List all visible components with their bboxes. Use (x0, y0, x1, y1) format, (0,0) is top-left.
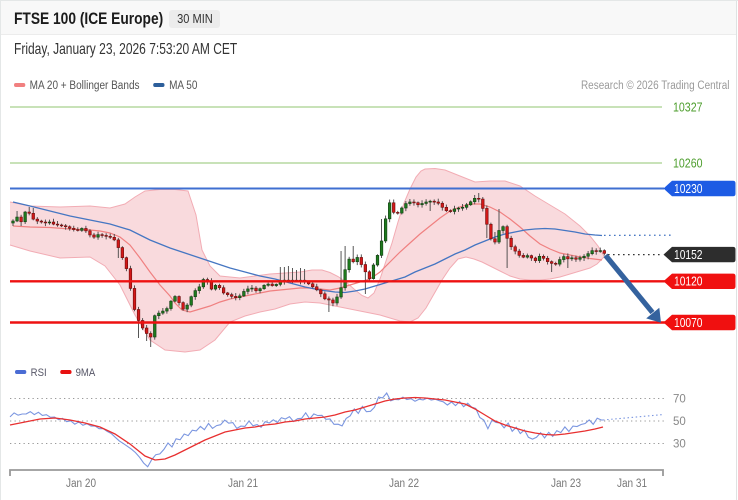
svg-text:70: 70 (673, 394, 686, 406)
svg-text:Jan 21: Jan 21 (228, 478, 258, 490)
svg-text:Jan 22: Jan 22 (389, 478, 419, 490)
svg-text:10230: 10230 (674, 182, 703, 196)
svg-text:10070: 10070 (674, 316, 703, 330)
svg-text:Jan 23: Jan 23 (551, 478, 581, 490)
svg-text:30: 30 (673, 439, 686, 451)
svg-text:10327: 10327 (673, 100, 703, 114)
svg-text:10260: 10260 (673, 156, 703, 170)
svg-text:10120: 10120 (674, 275, 703, 289)
svg-text:Jan 31: Jan 31 (617, 478, 647, 490)
svg-text:50: 50 (673, 416, 686, 428)
svg-text:Jan 20: Jan 20 (66, 478, 96, 490)
svg-text:10152: 10152 (674, 248, 703, 262)
